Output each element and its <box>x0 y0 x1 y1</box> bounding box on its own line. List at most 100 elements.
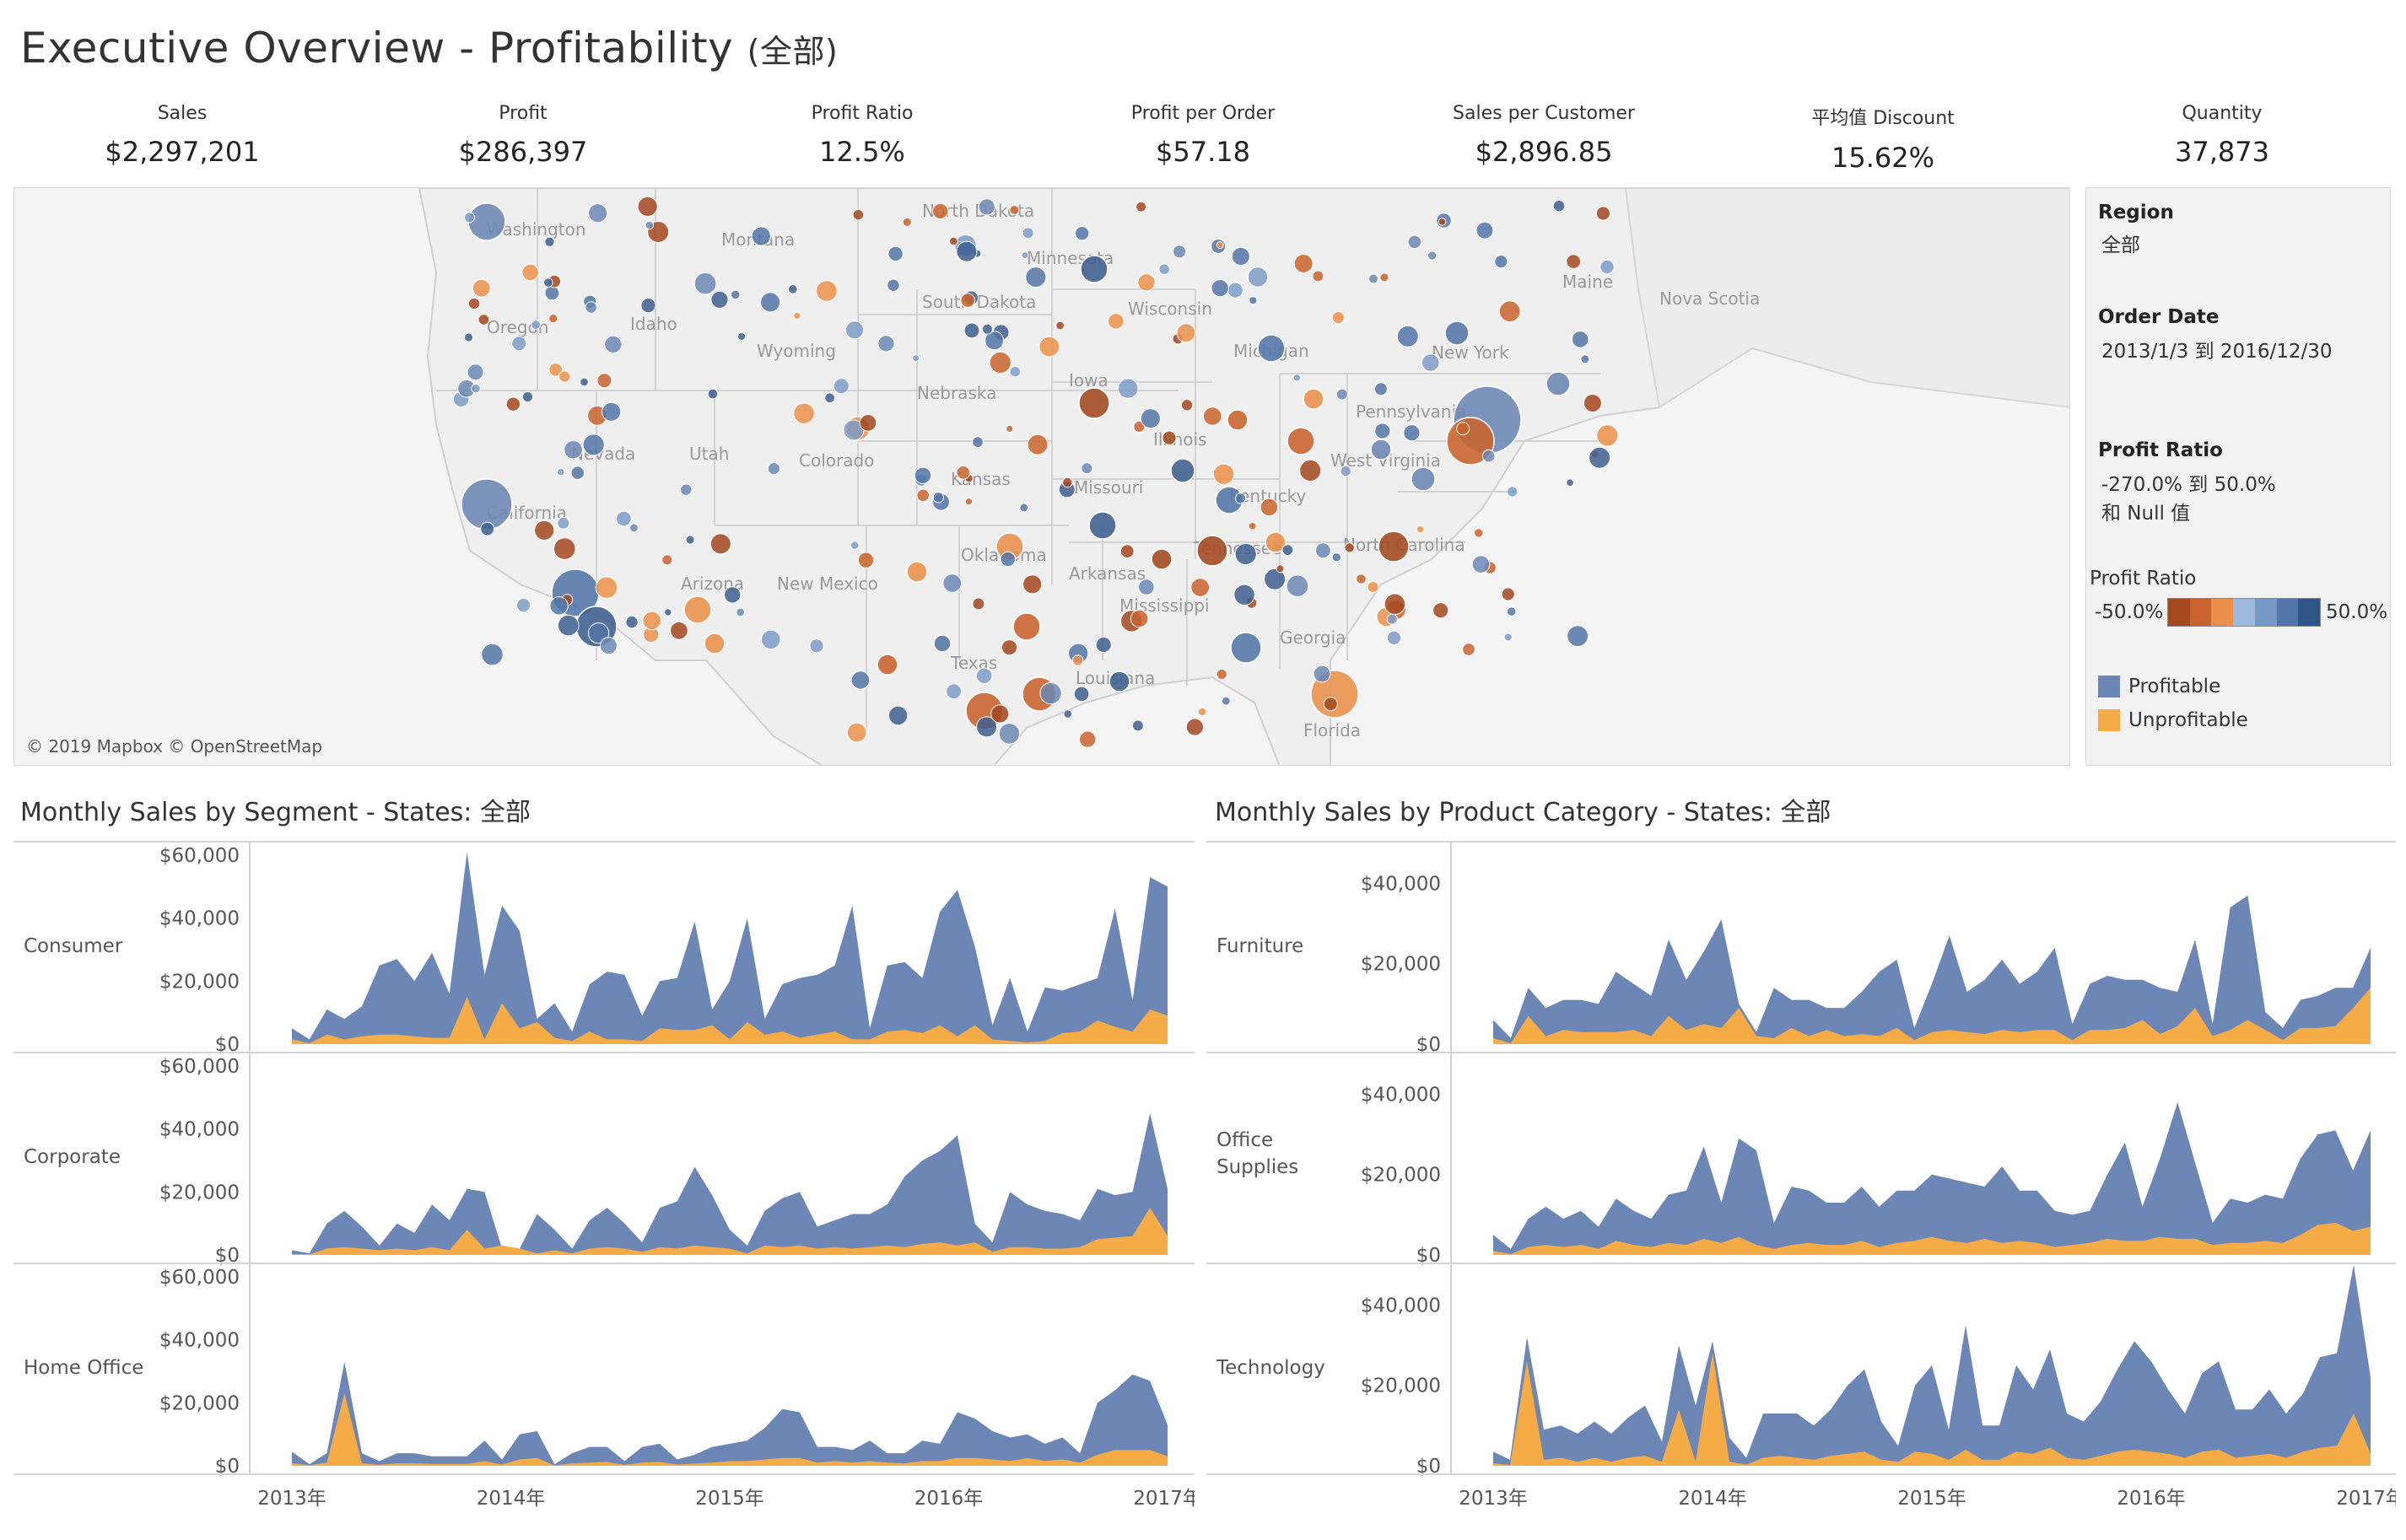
legend-max: 50.0% <box>2326 601 2388 623</box>
map-label: Wisconsin <box>1128 299 1212 319</box>
city-bubble <box>1595 206 1611 221</box>
city-bubble <box>549 596 569 616</box>
kpi-value: $57.18 <box>1156 136 1250 168</box>
city-bubble <box>1227 282 1243 299</box>
segment-area-chart[interactable]: Consumer$60,000$40,000$20,000$0Corporate… <box>13 840 1195 1532</box>
city-bubble <box>761 629 781 650</box>
row-label: Furniture <box>1216 935 1303 957</box>
us-map[interactable]: North Dakota Minnesota South Dakota Wyom… <box>13 187 2070 766</box>
sales-area <box>1493 1264 2371 1466</box>
city-bubble <box>1473 528 1484 538</box>
city-bubble <box>1081 462 1093 475</box>
profit-ratio-filter-null[interactable]: 和 Null 值 <box>2101 503 2191 525</box>
unprofitable-swatch <box>2098 709 2120 731</box>
city-bubble <box>1249 296 1258 305</box>
kpi-label: Profit <box>499 103 548 124</box>
y-tick-label: $20,000 <box>159 1182 240 1203</box>
y-tick-label: $20,000 <box>1361 1165 1441 1187</box>
city-bubble <box>1396 325 1419 347</box>
map-label: Colorado <box>799 450 874 471</box>
ramp-step <box>2233 599 2255 626</box>
city-bubble <box>1312 270 1324 283</box>
city-bubble <box>956 240 978 262</box>
city-bubble <box>1027 433 1049 455</box>
unprofitable-area <box>292 1208 1168 1255</box>
city-bubble <box>642 611 662 631</box>
city-bubble <box>1323 697 1338 712</box>
city-bubble <box>1248 521 1257 530</box>
y-tick-label: $40,000 <box>1361 873 1441 895</box>
city-bubble <box>1432 602 1449 619</box>
region-filter-value[interactable]: 全部 <box>2101 234 2140 256</box>
city-bubble <box>767 462 780 476</box>
city-bubble <box>877 335 895 353</box>
city-bubble <box>1340 465 1351 477</box>
city-bubble <box>1386 613 1398 625</box>
city-bubble <box>1356 573 1367 584</box>
map-canvas[interactable]: North Dakota Minnesota South Dakota Wyom… <box>14 188 2070 766</box>
city-bubble <box>1374 423 1391 439</box>
row-label: Corporate <box>24 1146 121 1168</box>
city-bubble <box>544 285 560 301</box>
city-bubble <box>976 716 998 738</box>
order-date-filter-value[interactable]: 2013/1/3 到 2016/12/30 <box>2101 341 2333 363</box>
city-bubble <box>625 615 639 629</box>
city-bubble <box>1264 568 1287 590</box>
kpi-value: $2,896.85 <box>1475 136 1613 168</box>
city-bubble <box>1281 544 1294 557</box>
city-bubble <box>544 236 555 247</box>
x-tick-label: 2014年 <box>1678 1488 1747 1510</box>
profitable-swatch <box>2098 676 2120 697</box>
kpi-value: $2,297,201 <box>105 136 260 168</box>
city-bubble <box>685 535 695 545</box>
city-bubble <box>946 683 963 700</box>
y-tick-label: $40,000 <box>159 908 240 930</box>
map-label: Georgia <box>1280 627 1346 648</box>
city-bubble <box>1216 668 1227 681</box>
city-bubble <box>1421 353 1440 372</box>
city-bubble <box>1293 254 1314 273</box>
city-bubble <box>981 323 993 335</box>
kpi-profit-ratio: Profit Ratio 12.5% <box>736 103 989 168</box>
ramp-step <box>2168 599 2190 626</box>
city-bubble <box>1202 407 1222 426</box>
city-bubble <box>914 466 932 484</box>
city-bubble <box>736 607 746 617</box>
city-bubble <box>1230 632 1262 664</box>
y-tick-label: $40,000 <box>1361 1084 1441 1106</box>
city-bubble <box>467 297 481 310</box>
city-bubble <box>1370 439 1392 460</box>
y-tick-label: $20,000 <box>159 1392 240 1414</box>
city-bubble <box>846 722 867 743</box>
land-mass <box>418 188 1661 765</box>
city-bubble <box>1314 542 1331 559</box>
x-tick-label: 2013年 <box>257 1488 326 1510</box>
city-bubble <box>588 203 608 223</box>
city-bubble <box>850 670 871 690</box>
city-bubble <box>1109 670 1130 692</box>
city-bubble <box>521 391 534 403</box>
city-bubble <box>480 521 495 536</box>
unprofitable-legend-label[interactable]: Unprofitable <box>2128 709 2248 731</box>
ramp-step <box>2254 599 2277 626</box>
city-bubble <box>1190 578 1211 597</box>
profit-ratio-filter-value[interactable]: -270.0% 到 50.0% <box>2101 474 2276 496</box>
city-bubble <box>1583 394 1602 412</box>
map-label: Nova Scotia <box>1659 288 1760 309</box>
city-bubble <box>670 621 688 640</box>
city-bubble <box>661 554 673 566</box>
city-bubble <box>985 331 1005 351</box>
profitable-legend-label[interactable]: Profitable <box>2128 676 2221 697</box>
city-bubble <box>1596 424 1619 447</box>
y-tick-label: $60,000 <box>159 1267 240 1289</box>
city-bubble <box>1231 246 1250 267</box>
city-bubble <box>1080 255 1109 283</box>
city-bubble <box>1079 730 1097 748</box>
city-bubble <box>602 401 622 422</box>
kpi-value: 15.62% <box>1831 142 1934 174</box>
city-bubble <box>1227 409 1249 431</box>
y-tick-label: $60,000 <box>159 845 240 867</box>
city-bubble <box>1173 245 1187 259</box>
city-bubble <box>477 314 490 326</box>
